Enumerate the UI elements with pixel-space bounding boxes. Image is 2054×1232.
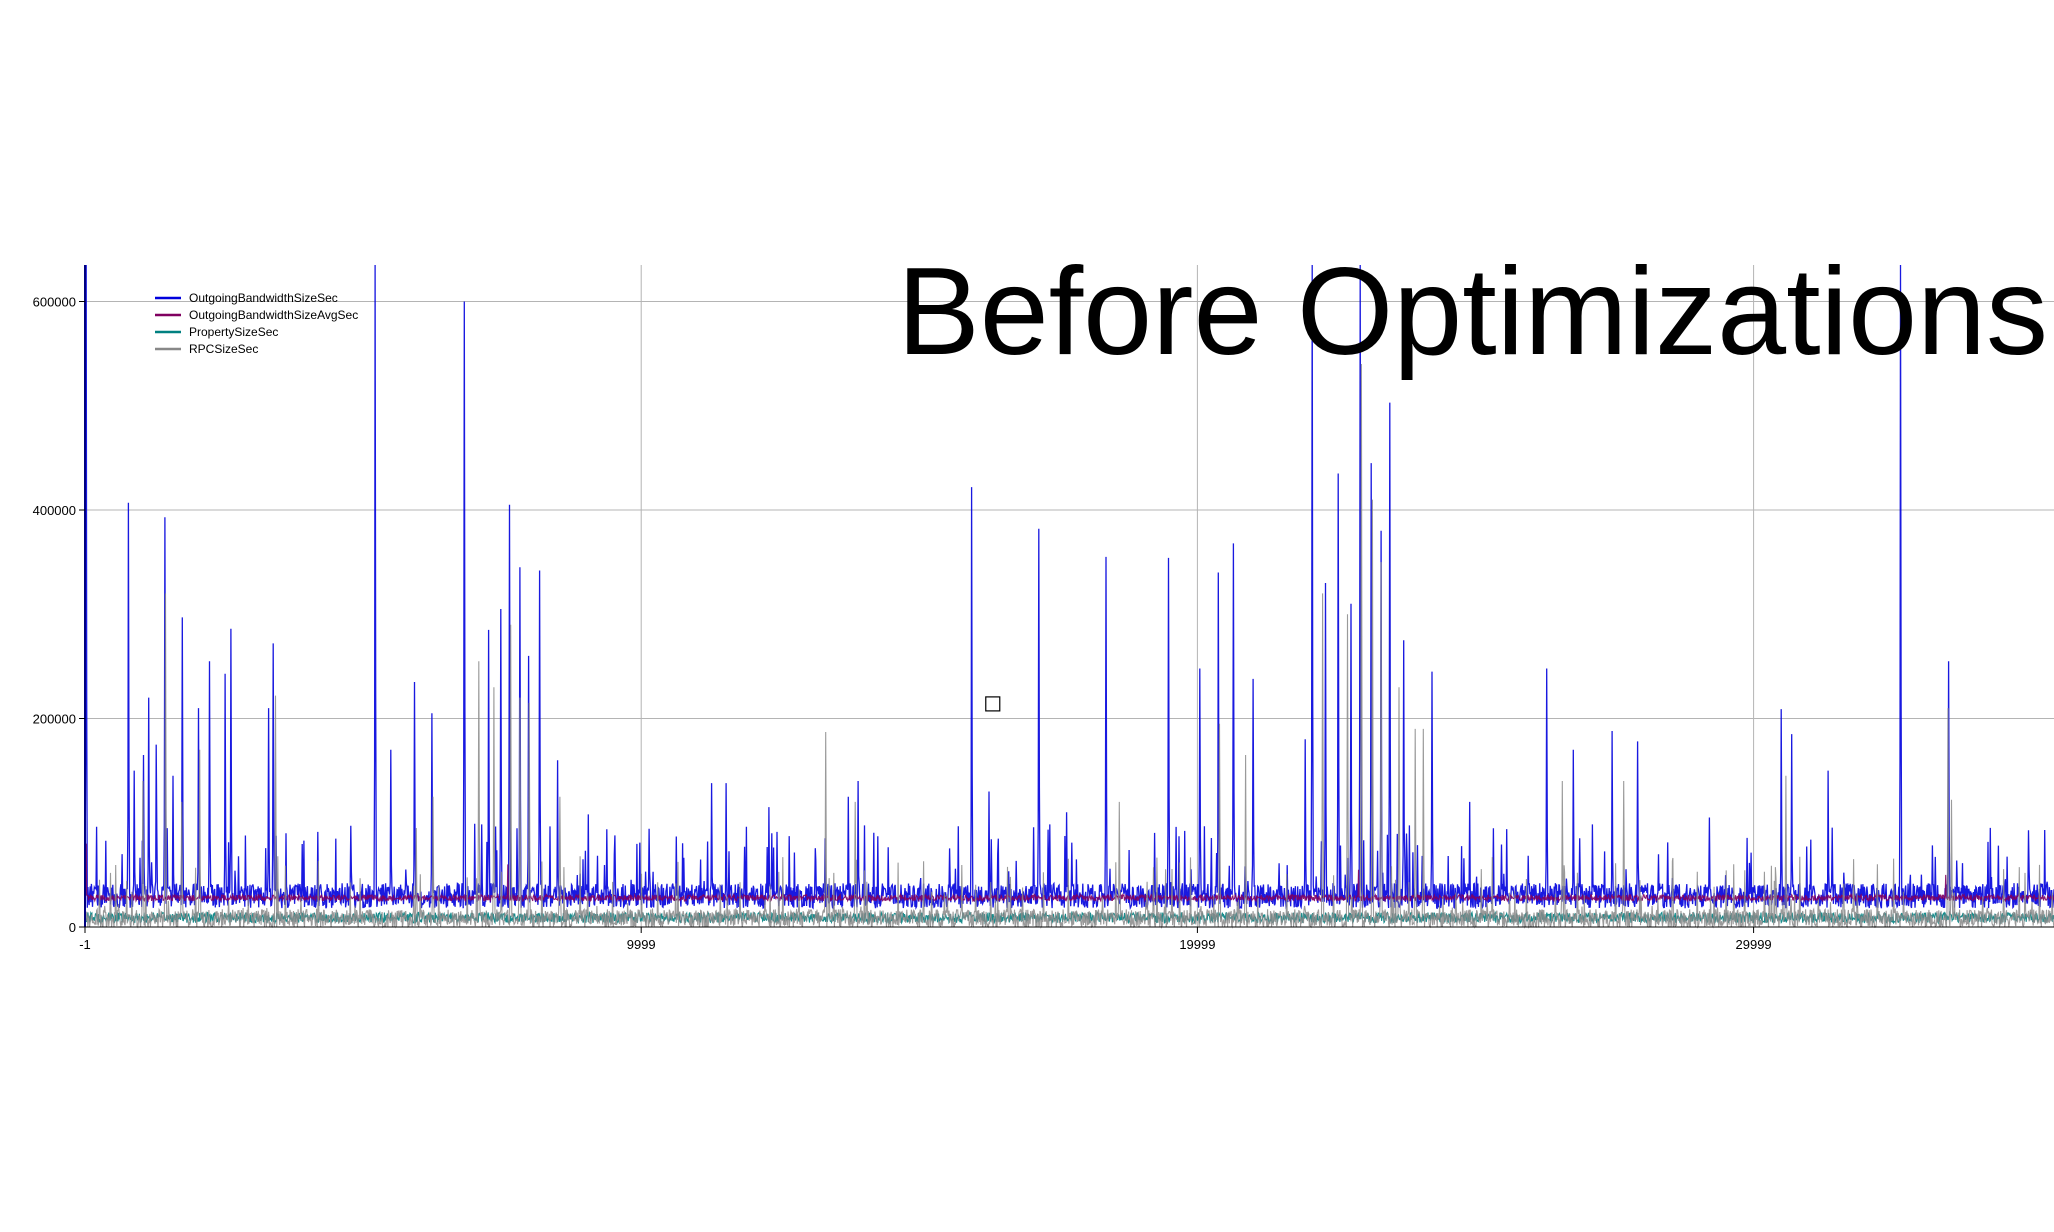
axes: 0 200000 400000 600000 -1 9999 19999 29999 (33, 265, 2054, 952)
series-line-RPCSizeSec (84, 363, 2054, 930)
x-tick-label: -1 (79, 937, 91, 952)
y-tick-label: 200000 (33, 711, 76, 726)
x-tick-label: 9999 (627, 937, 656, 952)
series-lines (84, 264, 2054, 930)
marker-box (985, 696, 1001, 712)
y-tick-label: 600000 (33, 294, 76, 309)
x-tick-label: 29999 (1736, 937, 1772, 952)
x-tick-label: 19999 (1179, 937, 1215, 952)
legend: OutgoingBandwidthSizeSec OutgoingBandwidt… (155, 291, 358, 356)
y-tick-label: 0 (69, 920, 76, 935)
cursor-marker (985, 696, 1001, 712)
legend-label: PropertySizeSec (189, 325, 278, 339)
grid-lines (85, 265, 2054, 927)
legend-label: OutgoingBandwidthSizeAvgSec (189, 308, 358, 322)
slide-title: Before Optimizations (897, 243, 2048, 381)
legend-label: OutgoingBandwidthSizeSec (189, 291, 338, 305)
legend-label: RPCSizeSec (189, 342, 258, 356)
y-tick-label: 400000 (33, 503, 76, 518)
